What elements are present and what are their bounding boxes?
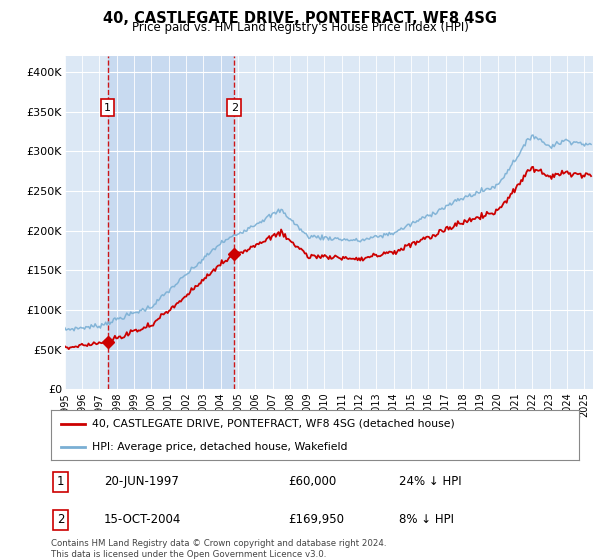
Text: £169,950: £169,950	[289, 513, 344, 526]
Text: 2: 2	[231, 102, 238, 113]
Text: 24% ↓ HPI: 24% ↓ HPI	[400, 475, 462, 488]
Text: 20-JUN-1997: 20-JUN-1997	[104, 475, 179, 488]
Text: 1: 1	[104, 102, 111, 113]
Text: 8% ↓ HPI: 8% ↓ HPI	[400, 513, 454, 526]
Text: 40, CASTLEGATE DRIVE, PONTEFRACT, WF8 4SG (detached house): 40, CASTLEGATE DRIVE, PONTEFRACT, WF8 4S…	[92, 418, 455, 428]
Text: 1: 1	[57, 475, 64, 488]
Text: Price paid vs. HM Land Registry's House Price Index (HPI): Price paid vs. HM Land Registry's House …	[131, 21, 469, 34]
Text: 2: 2	[57, 513, 64, 526]
Text: 15-OCT-2004: 15-OCT-2004	[104, 513, 181, 526]
Text: 40, CASTLEGATE DRIVE, PONTEFRACT, WF8 4SG: 40, CASTLEGATE DRIVE, PONTEFRACT, WF8 4S…	[103, 11, 497, 26]
Text: HPI: Average price, detached house, Wakefield: HPI: Average price, detached house, Wake…	[92, 442, 347, 452]
Text: Contains HM Land Registry data © Crown copyright and database right 2024.
This d: Contains HM Land Registry data © Crown c…	[51, 539, 386, 559]
Text: £60,000: £60,000	[289, 475, 337, 488]
Bar	[107, 56, 234, 389]
